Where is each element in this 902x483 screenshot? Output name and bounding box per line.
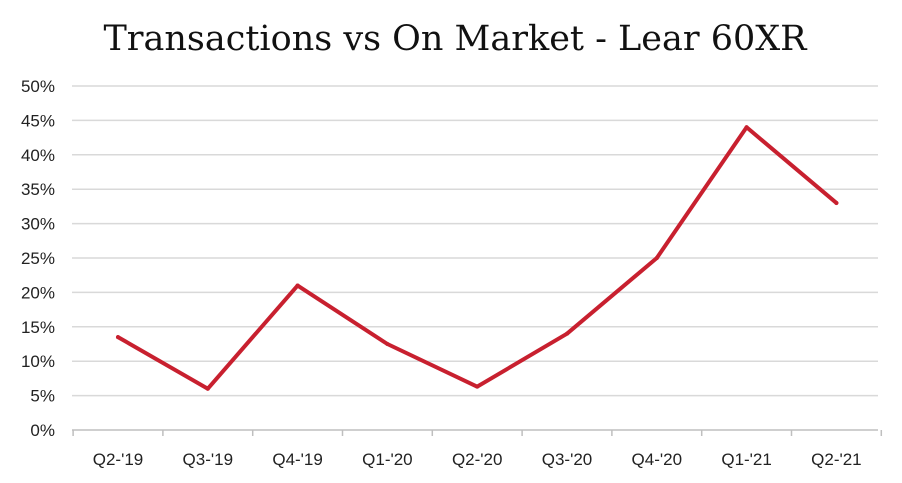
chart-title: Transactions vs On Market - Lear 60XR xyxy=(103,19,808,59)
x-tick-label: Q4-'19 xyxy=(272,450,323,469)
y-tick-label: 0% xyxy=(30,421,55,440)
y-tick-label: 45% xyxy=(21,111,55,130)
y-tick-label: 25% xyxy=(21,249,55,268)
y-tick-label: 40% xyxy=(21,146,55,165)
x-tick-label: Q1-'21 xyxy=(721,450,772,469)
x-tick-label: Q2-'19 xyxy=(93,450,144,469)
x-tick-label: Q1-'20 xyxy=(362,450,413,469)
grid-lines xyxy=(72,85,878,431)
x-tick-label: Q4-'20 xyxy=(632,450,683,469)
y-tick-label: 10% xyxy=(21,352,55,371)
y-tick-label: 20% xyxy=(21,283,55,302)
data-point xyxy=(654,256,659,260)
y-tick-label: 5% xyxy=(30,387,55,406)
data-point xyxy=(744,125,749,130)
series-layer xyxy=(116,125,839,391)
y-tick-label: 35% xyxy=(21,180,55,199)
data-point xyxy=(565,331,569,336)
x-tick-label: Q2-'21 xyxy=(811,450,862,469)
x-axis-ticks: Q2-'19 Q3-'19 Q4-'19 Q1-'20 Q2-'20 Q3-'20 Q4-'… xyxy=(72,430,883,469)
data-point xyxy=(295,283,300,288)
x-tick-label: Q3-'19 xyxy=(183,450,234,469)
y-axis-ticks: 0% 5% 10% 15% 20% 25% 30% 35% 40% 45% 50% xyxy=(21,77,55,440)
y-tick-label: 15% xyxy=(21,318,55,337)
x-tick-label: Q2-'20 xyxy=(452,450,503,469)
data-point xyxy=(116,335,120,340)
x-tick-label: Q3-'20 xyxy=(542,450,593,469)
y-tick-label: 50% xyxy=(21,77,55,96)
data-point xyxy=(205,386,210,391)
data-point xyxy=(834,200,839,205)
data-point xyxy=(475,384,480,389)
data-point xyxy=(385,342,390,346)
y-tick-label: 30% xyxy=(21,215,55,234)
